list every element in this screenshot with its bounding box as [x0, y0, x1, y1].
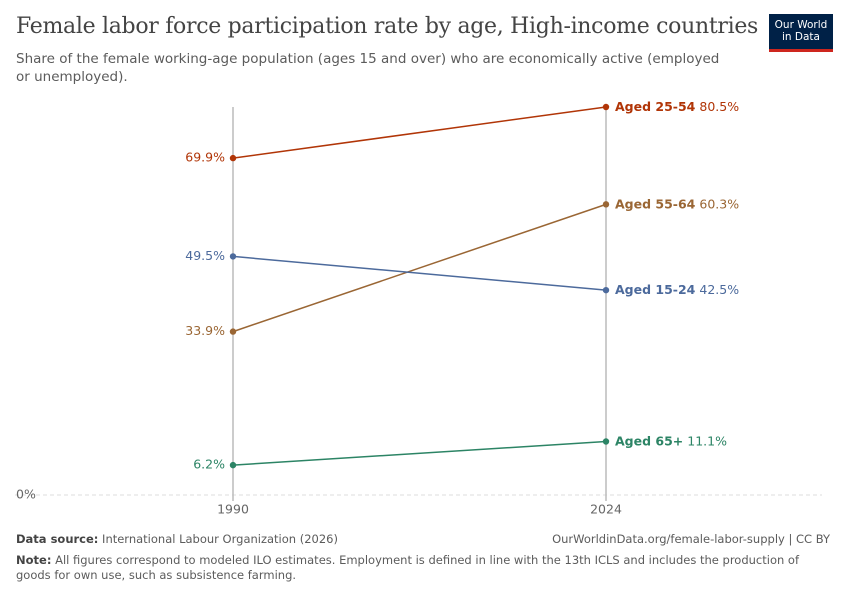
series-line [232, 255, 607, 291]
series-name: Aged 15-24 [615, 282, 696, 297]
point [602, 438, 610, 445]
x-tick-label: 2024 [590, 502, 622, 517]
chart-subtitle: Share of the female working-age populati… [16, 51, 720, 85]
point [229, 253, 237, 260]
value-label: 33.9% [185, 323, 225, 338]
series-line [232, 440, 607, 466]
note-label: Note: [16, 553, 52, 567]
x-tick-label: 1990 [217, 502, 249, 517]
series-name: Aged 25-54 [615, 99, 696, 114]
source: Data source: International Labour Organi… [16, 532, 338, 547]
note: Note: All figures correspond to modeled … [16, 553, 831, 583]
value-label: 60.3% [699, 196, 739, 211]
logo-line: in Data [782, 31, 820, 43]
source-text: International Labour Organization (2026) [102, 532, 338, 546]
note-text: All figures correspond to modeled ILO es… [16, 553, 800, 582]
point [602, 286, 610, 294]
point [229, 154, 237, 162]
series-label: Aged 55-64 60.3% [615, 196, 739, 211]
value-label: 42.5% [699, 282, 739, 297]
point [602, 103, 610, 111]
series-line [232, 203, 607, 333]
value-label: 11.1% [687, 433, 727, 448]
series-label: Aged 15-24 42.5% [615, 282, 739, 297]
y-tick-label: 0% [16, 487, 36, 502]
series-name: Aged 55-64 [615, 196, 696, 211]
point [229, 461, 237, 469]
value-label: 69.9% [185, 150, 225, 165]
series-name: Aged 65+ [615, 433, 683, 448]
logo[interactable]: Our World in Data [769, 14, 833, 52]
source-label: Data source: [16, 532, 99, 546]
series-label: Aged 65+ 11.1% [615, 433, 727, 448]
logo-line: Our World [774, 19, 828, 31]
value-label: 80.5% [699, 99, 739, 114]
value-label: 49.5% [185, 248, 225, 263]
series-line [232, 106, 607, 159]
series-label: Aged 25-54 80.5% [615, 99, 739, 114]
url[interactable]: OurWorldinData.org/female-labor-supply |… [552, 532, 830, 546]
chart-title: Female labor force participation rate by… [16, 14, 759, 39]
point [602, 201, 610, 208]
point [229, 328, 237, 335]
value-label: 6.2% [193, 457, 225, 472]
